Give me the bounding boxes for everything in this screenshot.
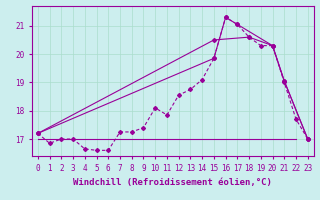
X-axis label: Windchill (Refroidissement éolien,°C): Windchill (Refroidissement éolien,°C) (73, 178, 272, 187)
